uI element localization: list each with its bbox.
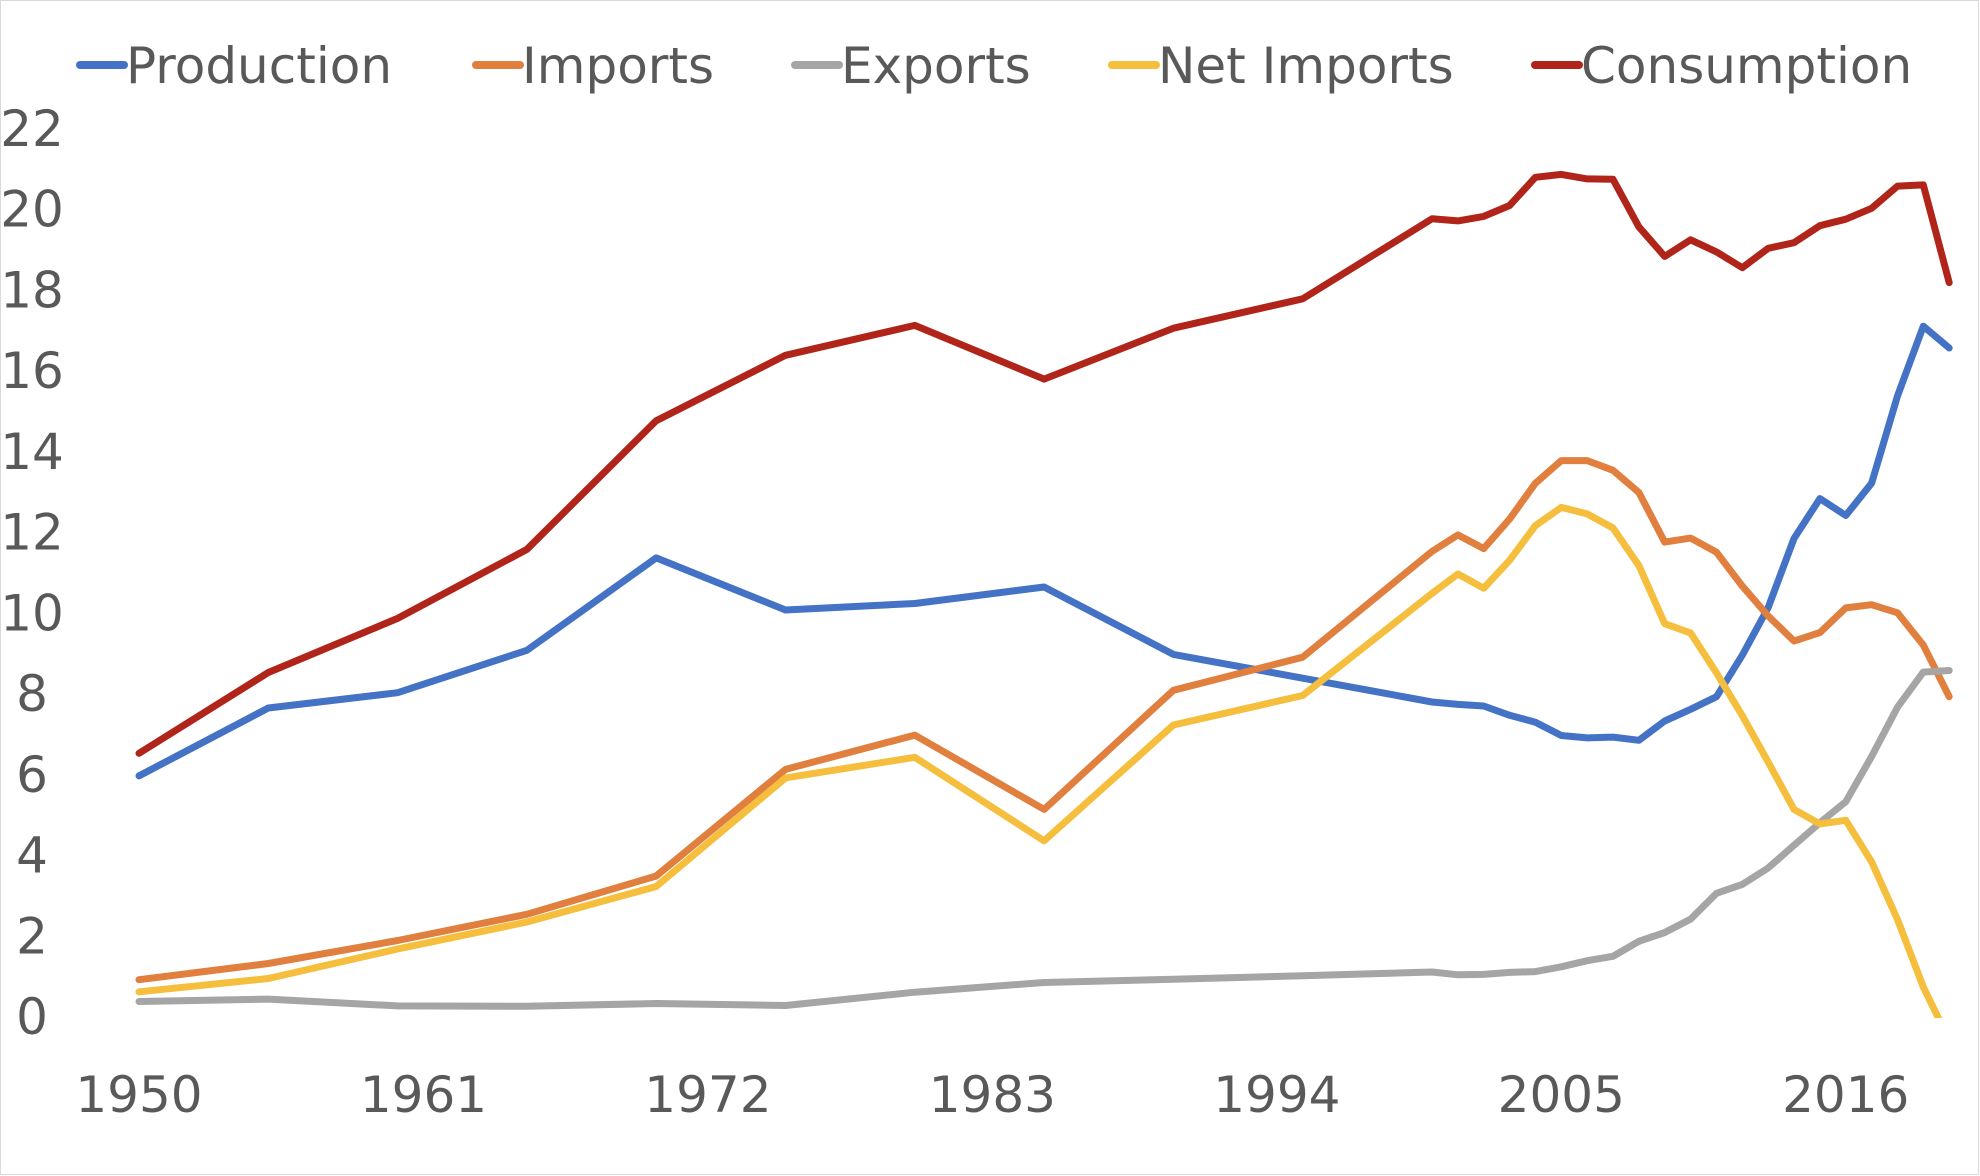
legend-item: Production [76, 37, 392, 95]
y-tick-label: 10 [0, 584, 64, 642]
x-tick-label: 2005 [1498, 1066, 1625, 1124]
x-axis: 1950 1961 1972 1983 1994 2005 2016 [75, 1066, 1909, 1124]
legend-label: Imports [522, 37, 714, 95]
legend-item: Imports [472, 37, 714, 95]
series-line-net-imports [135, 503, 1943, 1018]
legend-label: Net Imports [1158, 37, 1454, 95]
x-tick-label: 1994 [1213, 1066, 1340, 1124]
y-tick-label: 4 [16, 827, 48, 885]
y-tick-label: 8 [16, 665, 48, 723]
legend-item: Exports [791, 37, 1031, 95]
x-tick-label: 1961 [360, 1066, 487, 1124]
legend-label: Production [126, 37, 392, 95]
y-tick-label: 12 [0, 504, 64, 562]
y-tick-label: 0 [16, 988, 48, 1046]
x-tick-label: 1972 [644, 1066, 771, 1124]
y-tick-label: 16 [0, 342, 64, 400]
x-tick-label: 1950 [75, 1066, 202, 1124]
y-tick-label: 14 [0, 423, 64, 481]
y-tick-label: 20 [0, 181, 64, 239]
y-tick-label: 6 [16, 746, 48, 804]
x-tick-label: 2016 [1782, 1066, 1909, 1124]
legend-item: Net Imports [1108, 37, 1454, 95]
legend-item: Consumption [1531, 37, 1912, 95]
y-tick-label: 2 [16, 907, 48, 965]
x-tick-label: 1983 [929, 1066, 1056, 1124]
y-tick-label: 22 [0, 100, 64, 158]
series-line-production [135, 322, 1953, 780]
y-axis: 0 2 4 6 8 10 12 14 16 18 20 22 [0, 100, 64, 1046]
series-line-imports [135, 457, 1953, 984]
series-line-consumption [135, 170, 1953, 757]
legend: Production Imports Exports Net Imports Consu… [76, 37, 1912, 95]
legend-label: Exports [841, 37, 1031, 95]
plot-area [135, 170, 1953, 1018]
y-tick-label: 18 [0, 261, 64, 319]
legend-label: Consumption [1581, 37, 1912, 95]
